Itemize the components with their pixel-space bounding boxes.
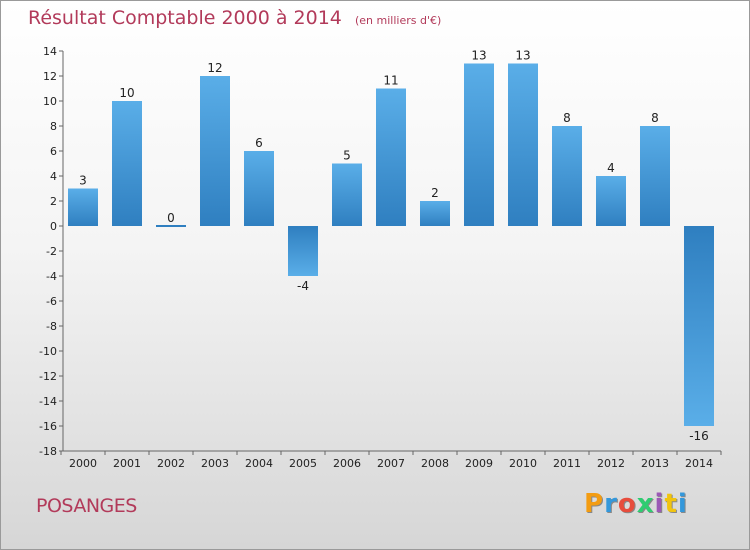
y-tick-label: -6	[46, 295, 57, 308]
y-tick-label: 14	[43, 45, 57, 58]
bar	[200, 76, 230, 226]
y-tick-label: -12	[39, 370, 57, 383]
y-tick-label: -16	[39, 420, 57, 433]
bar	[684, 226, 714, 426]
data-label: 8	[651, 111, 659, 125]
x-tick-label: 2005	[289, 457, 317, 470]
bar	[508, 63, 538, 226]
data-label: 2	[431, 186, 439, 200]
bar	[332, 163, 362, 226]
y-tick-label: 6	[50, 145, 57, 158]
data-label: -4	[297, 279, 309, 293]
y-tick-label: 8	[50, 120, 57, 133]
data-label: 4	[607, 161, 615, 175]
y-tick-label: -2	[46, 245, 57, 258]
logo-letter: x	[636, 489, 655, 519]
bar	[464, 63, 494, 226]
y-tick-label: -18	[39, 445, 57, 458]
logo-letter: o	[617, 489, 637, 519]
data-label: 12	[207, 61, 222, 75]
data-label: 6	[255, 136, 263, 150]
proxiti-logo[interactable]: Proxiti	[584, 489, 688, 519]
bar	[376, 88, 406, 226]
logo-letter: P	[584, 489, 605, 519]
bar	[420, 201, 450, 226]
bar	[68, 188, 98, 226]
bar	[640, 126, 670, 226]
data-label: 11	[383, 74, 398, 88]
bar	[288, 226, 318, 276]
x-tick-label: 2010	[509, 457, 537, 470]
x-tick-label: 2014	[685, 457, 713, 470]
chart-title: Résultat Comptable 2000 à 2014	[28, 7, 342, 29]
logo-letter: t	[664, 489, 678, 519]
commune-name: POSANGES	[36, 495, 137, 517]
x-tick-label: 2008	[421, 457, 449, 470]
x-tick-label: 2006	[333, 457, 361, 470]
y-tick-label: 12	[43, 70, 57, 83]
y-tick-label: 0	[50, 220, 57, 233]
logo-letter: i	[677, 489, 688, 519]
x-tick-label: 2003	[201, 457, 229, 470]
data-label: 0	[167, 211, 175, 225]
bar	[244, 151, 274, 226]
y-tick-label: 4	[50, 170, 57, 183]
bar	[156, 225, 186, 227]
x-tick-label: 2001	[113, 457, 141, 470]
data-label: 13	[515, 49, 530, 63]
labels: 3 10 0 12 6 -4 5 11 2 13 13 8 4 8 -16	[79, 49, 709, 444]
logo-letter: r	[604, 489, 618, 519]
bars	[68, 63, 714, 426]
x-tick-label: 2012	[597, 457, 625, 470]
logo-letter: i	[654, 489, 665, 519]
x-tick-label: 2011	[553, 457, 581, 470]
y-tick-label: -10	[39, 345, 57, 358]
y-tick-label: -14	[39, 395, 57, 408]
y-tick-label: 10	[43, 95, 57, 108]
data-label: 3	[79, 174, 87, 188]
data-label: 5	[343, 149, 351, 163]
data-label: 8	[563, 111, 571, 125]
x-tick-label: 2000	[69, 457, 97, 470]
bar	[112, 101, 142, 226]
title-bar: Résultat Comptable 2000 à 2014 (en milli…	[28, 7, 441, 29]
bar	[552, 126, 582, 226]
data-label: 13	[471, 49, 486, 63]
data-label: 10	[119, 86, 134, 100]
x-tick-label: 2013	[641, 457, 669, 470]
y-tick-label: -8	[46, 320, 57, 333]
x-tick-label: 2009	[465, 457, 493, 470]
chart-subtitle: (en milliers d'€)	[354, 14, 442, 27]
bar	[596, 176, 626, 226]
y-tick-label: 2	[50, 195, 57, 208]
data-label: -16	[689, 429, 709, 443]
y-tick-label: -4	[46, 270, 57, 283]
x-tick-label: 2002	[157, 457, 185, 470]
x-tick-label: 2004	[245, 457, 273, 470]
x-tick-label: 2007	[377, 457, 405, 470]
